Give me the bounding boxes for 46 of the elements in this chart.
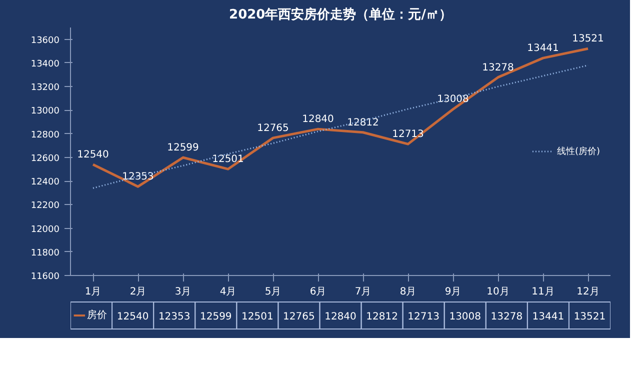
- x-tick-label: 8月: [400, 286, 416, 298]
- text: 12540: [116, 312, 149, 322]
- y-tick-label: 11600: [30, 272, 60, 282]
- x-tick-label: 2月: [130, 286, 146, 298]
- text: 12812: [366, 312, 398, 322]
- x-tick-label: 10月: [486, 286, 510, 298]
- text: 12713: [408, 312, 440, 322]
- y-tick-label: 13600: [30, 36, 60, 46]
- data-label: 12540: [77, 149, 109, 160]
- y-tick-label: 13200: [30, 83, 60, 94]
- x-tick-label: 4月: [220, 286, 236, 298]
- y-tick-label: 12200: [30, 201, 60, 212]
- x-tick-label: 12月: [576, 286, 600, 298]
- text: 12765: [283, 312, 315, 322]
- data-label: 13278: [482, 62, 514, 74]
- y-tick-label: 12000: [30, 224, 60, 235]
- text: 12501: [242, 312, 274, 322]
- y-tick-label: 13000: [30, 106, 60, 117]
- text: 13521: [574, 312, 606, 322]
- legend-label: 线性(房价): [556, 146, 600, 158]
- y-tick-label: 12800: [30, 130, 60, 140]
- x-tick-label: 6月: [310, 286, 326, 298]
- y-tick-label: 11800: [30, 248, 60, 258]
- data-label: 12812: [347, 117, 379, 128]
- legend-label: 房价: [87, 309, 108, 321]
- text: 12599: [200, 312, 232, 322]
- data-label: 13441: [527, 43, 559, 54]
- x-tick-label: 7月: [354, 286, 372, 298]
- data-label: 13521: [572, 34, 604, 45]
- text: 13441: [532, 312, 564, 322]
- x-tick-label: 1月: [84, 286, 102, 298]
- y-tick-label: 12600: [30, 154, 60, 164]
- x-tick-label: 11月: [532, 286, 554, 298]
- chart-title: 2020年西安房价走势（单位：元/㎡）: [229, 6, 452, 22]
- text: 13008: [449, 312, 482, 322]
- x-tick-label: 3月: [174, 286, 192, 298]
- x-tick-label: 9月: [444, 286, 462, 298]
- y-tick-label: 12400: [30, 178, 60, 188]
- data-label: 12765: [257, 122, 289, 134]
- text: 13278: [490, 312, 523, 322]
- text: 12353: [158, 312, 190, 322]
- data-label: 12599: [167, 142, 199, 154]
- data-label: 12840: [302, 114, 334, 126]
- x-tick-label: 5月: [264, 286, 282, 298]
- y-tick-label: 13400: [30, 59, 60, 70]
- text: 12840: [324, 312, 356, 322]
